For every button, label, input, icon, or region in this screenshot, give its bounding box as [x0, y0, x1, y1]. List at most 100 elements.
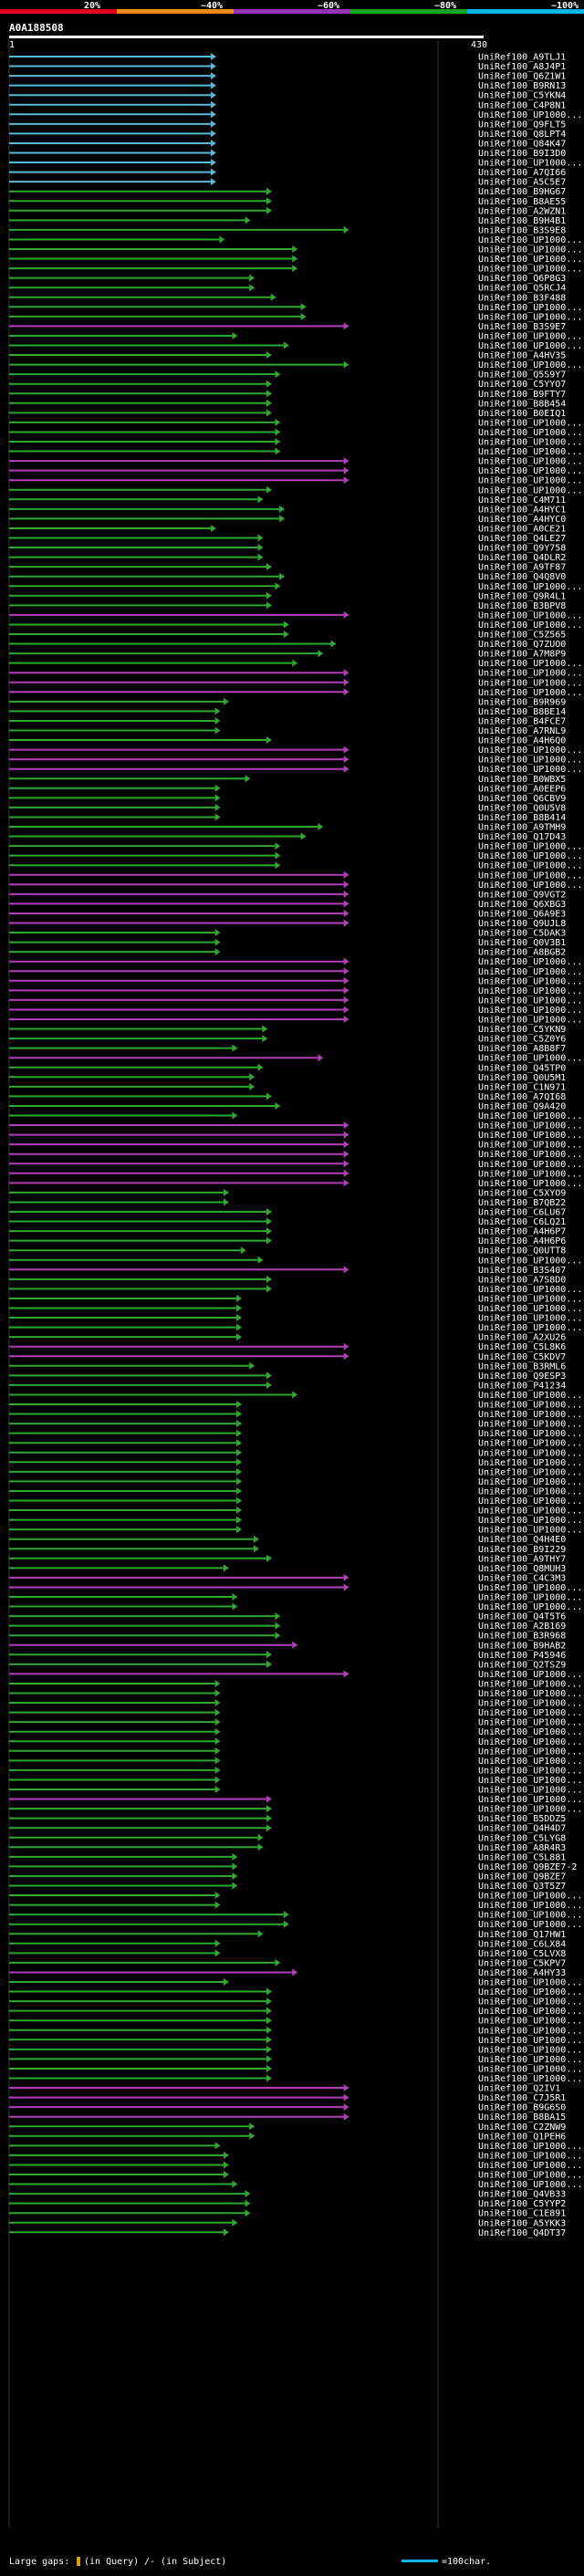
hit-label[interactable]: UniRef100_UP1000...	[478, 1121, 582, 1132]
hit-row[interactable]: UniRef100_A8J4P1	[9, 62, 566, 72]
hit-row[interactable]: UniRef100_UP1000...	[9, 1256, 582, 1266]
hit-row[interactable]: UniRef100_UP1000...	[9, 669, 582, 679]
hit-row[interactable]: UniRef100_UP1000...	[9, 1391, 582, 1401]
hit-label[interactable]: UniRef100_Q6P8G3	[478, 274, 566, 284]
hit-label[interactable]: UniRef100_UP1000...	[478, 1920, 582, 1930]
hit-row[interactable]: UniRef100_UP1000...	[9, 1526, 582, 1536]
hit-label[interactable]: UniRef100_UP1000...	[478, 1314, 582, 1324]
hit-label[interactable]: UniRef100_UP1000...	[478, 669, 582, 679]
hit-row[interactable]: UniRef100_UP1000...	[9, 235, 582, 245]
hit-label[interactable]: UniRef100_UP1000...	[478, 476, 582, 486]
hit-row[interactable]: UniRef100_UP1000...	[9, 1458, 582, 1468]
hit-row[interactable]: UniRef100_B8BE14	[9, 707, 566, 717]
hit-label[interactable]: UniRef100_A9TF87	[478, 563, 566, 573]
hit-label[interactable]: UniRef100_UP1000...	[478, 485, 582, 495]
hit-row[interactable]: UniRef100_A7S8D0	[9, 1275, 566, 1285]
hit-row[interactable]: UniRef100_UP1000...	[9, 1727, 582, 1737]
hit-label[interactable]: UniRef100_Q9R4L1	[478, 591, 566, 601]
hit-row[interactable]: UniRef100_UP1000...	[9, 967, 582, 977]
hit-label[interactable]: UniRef100_C5XYO9	[478, 1188, 566, 1198]
hit-row[interactable]: UniRef100_UP1000...	[9, 2055, 582, 2065]
hit-label[interactable]: UniRef100_UP1000...	[478, 303, 582, 313]
hit-row[interactable]: UniRef100_UP1000...	[9, 2017, 582, 2027]
hit-label[interactable]: UniRef100_UP1000...	[478, 2036, 582, 2046]
hit-row[interactable]: UniRef100_Q9UJL8	[9, 919, 566, 929]
hit-row[interactable]: UniRef100_UP1000...	[9, 312, 582, 322]
hit-row[interactable]: UniRef100_C6LQ21	[9, 1217, 566, 1227]
hit-row[interactable]: UniRef100_Q9R4L1	[9, 591, 566, 601]
hit-label[interactable]: UniRef100_A4H6P7	[478, 1227, 566, 1237]
hit-row[interactable]: UniRef100_A4H6P7	[9, 1227, 566, 1237]
hit-row[interactable]: UniRef100_B8B454	[9, 399, 566, 409]
hit-label[interactable]: UniRef100_Q4DLR2	[478, 553, 566, 563]
hit-label[interactable]: UniRef100_B9HAB2	[478, 1641, 566, 1651]
hit-label[interactable]: UniRef100_UP1000...	[478, 1401, 582, 1411]
hit-row[interactable]: UniRef100_UP1000...	[9, 1016, 582, 1026]
hit-row[interactable]: UniRef100_Q6P8G3	[9, 274, 566, 284]
hit-label[interactable]: UniRef100_UP1000...	[478, 265, 582, 275]
hit-label[interactable]: UniRef100_UP1000...	[478, 110, 582, 120]
hit-row[interactable]: UniRef100_C4M711	[9, 495, 566, 506]
hit-row[interactable]: UniRef100_UP1000...	[9, 1131, 582, 1141]
hit-label[interactable]: UniRef100_UP1000...	[478, 986, 582, 996]
hit-label[interactable]: UniRef100_UP1000...	[478, 1593, 582, 1603]
hit-label[interactable]: UniRef100_Q5S9Y7	[478, 370, 566, 381]
hit-label[interactable]: UniRef100_B3S9E8	[478, 225, 566, 235]
hit-label[interactable]: UniRef100_B3R968	[478, 1632, 566, 1642]
hit-label[interactable]: UniRef100_C5LYG8	[478, 1833, 566, 1843]
hit-label[interactable]: UniRef100_A4H6P6	[478, 1236, 566, 1246]
hit-row[interactable]: UniRef100_C2ZNW9	[9, 2122, 566, 2133]
hit-label[interactable]: UniRef100_UP1000...	[478, 1256, 582, 1266]
hit-label[interactable]: UniRef100_UP1000...	[478, 1486, 582, 1497]
hit-row[interactable]: UniRef100_B3RML6	[9, 1361, 566, 1371]
hit-row[interactable]: UniRef100_Q84K47	[9, 139, 566, 149]
hit-row[interactable]: UniRef100_P45946	[9, 1651, 566, 1661]
hit-row[interactable]: UniRef100_Q4DT37	[9, 2228, 566, 2238]
hit-label[interactable]: UniRef100_A7QI68	[478, 1092, 566, 1102]
hit-label[interactable]: UniRef100_Q84K47	[478, 139, 566, 149]
hit-label[interactable]: UniRef100_A9TMH9	[478, 823, 566, 833]
hit-label[interactable]: UniRef100_UP1000...	[478, 1458, 582, 1468]
hit-row[interactable]: UniRef100_B3F488	[9, 293, 566, 303]
hit-label[interactable]: UniRef100_Q0U5V8	[478, 803, 566, 813]
hit-label[interactable]: UniRef100_UP1000...	[478, 2017, 582, 2027]
hit-label[interactable]: UniRef100_UP1000...	[478, 1304, 582, 1314]
hit-label[interactable]: UniRef100_Q9ESP3	[478, 1371, 566, 1382]
hit-row[interactable]: UniRef100_Q9Y758	[9, 544, 566, 554]
hit-label[interactable]: UniRef100_P41234	[478, 1381, 566, 1391]
hit-row[interactable]: UniRef100_UP1000...	[9, 621, 582, 631]
hit-row[interactable]: UniRef100_B3BPV8	[9, 601, 566, 611]
hit-row[interactable]: UniRef100_Q0UTT8	[9, 1246, 566, 1257]
hit-row[interactable]: UniRef100_B3S9E8	[9, 225, 566, 235]
hit-row[interactable]: UniRef100_B8B414	[9, 813, 566, 823]
hit-row[interactable]: UniRef100_Q3T5Z7	[9, 1882, 566, 1892]
hit-row[interactable]: UniRef100_UP1000...	[9, 303, 582, 313]
hit-label[interactable]: UniRef100_UP1000...	[478, 2151, 582, 2161]
hit-row[interactable]: UniRef100_UP1000...	[9, 1150, 582, 1160]
hit-label[interactable]: UniRef100_UP1000...	[478, 996, 582, 1006]
hit-row[interactable]: UniRef100_UP1000...	[9, 331, 582, 341]
hit-label[interactable]: UniRef100_UP1000...	[478, 1747, 582, 1757]
hit-label[interactable]: UniRef100_B8B454	[478, 399, 566, 409]
hit-row[interactable]: UniRef100_UP1000...	[9, 659, 582, 669]
hit-row[interactable]: UniRef100_A5YKK3	[9, 2218, 566, 2228]
hit-label[interactable]: UniRef100_P45946	[478, 1651, 566, 1661]
query-id[interactable]: A0A188508	[9, 22, 64, 34]
hit-row[interactable]: UniRef100_Q1PEH6	[9, 2132, 566, 2142]
hit-row[interactable]: UniRef100_UP1000...	[9, 1323, 582, 1333]
hit-row[interactable]: UniRef100_Q0V3B1	[9, 938, 566, 948]
hit-label[interactable]: UniRef100_Q6CBV9	[478, 794, 566, 804]
hit-label[interactable]: UniRef100_Q17D43	[478, 832, 566, 842]
hit-label[interactable]: UniRef100_A9THY7	[478, 1554, 566, 1564]
hit-label[interactable]: UniRef100_Q6XBG3	[478, 900, 566, 910]
hit-label[interactable]: UniRef100_UP1000...	[478, 466, 582, 476]
hit-label[interactable]: UniRef100_UP1000...	[478, 765, 582, 775]
hit-row[interactable]: UniRef100_UP1000...	[9, 360, 582, 370]
hit-row[interactable]: UniRef100_Q7ZUO0	[9, 640, 566, 650]
hit-row[interactable]: UniRef100_UP1000...	[9, 2151, 582, 2161]
hit-label[interactable]: UniRef100_Q4VB33	[478, 2190, 566, 2200]
hit-label[interactable]: UniRef100_Q2IV1	[478, 2084, 560, 2094]
hit-row[interactable]: UniRef100_UP1000...	[9, 1160, 582, 1170]
hit-label[interactable]: UniRef100_A7QI66	[478, 168, 566, 178]
hit-label[interactable]: UniRef100_C5Z565	[478, 631, 566, 641]
